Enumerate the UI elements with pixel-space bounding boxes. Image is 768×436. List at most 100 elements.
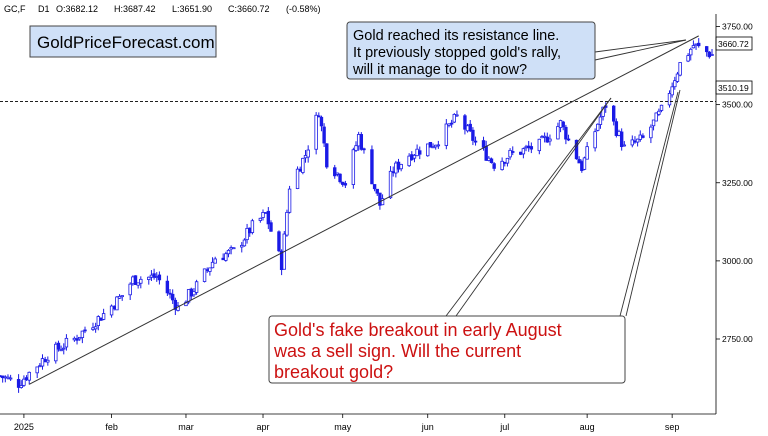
candle-body xyxy=(561,121,565,128)
candle-body xyxy=(325,143,329,168)
candle-body xyxy=(635,138,640,143)
header-symbol: GC,F xyxy=(4,4,26,14)
candle-body xyxy=(641,135,645,138)
axes: 2750.00 3000.00 3250.00 3500.00 3750.00 2025 f… xyxy=(0,14,753,432)
candle-body xyxy=(630,139,634,146)
breakout-annotation-line-3: breakout gold? xyxy=(274,362,393,382)
candle-body xyxy=(46,359,50,363)
candle-body xyxy=(16,379,21,388)
candle-body xyxy=(564,126,568,140)
trend-lines xyxy=(0,35,716,385)
candle-body xyxy=(226,249,231,255)
candle-body xyxy=(585,146,589,160)
candle-body xyxy=(27,371,31,381)
candle-body xyxy=(301,157,305,173)
candle-body xyxy=(378,192,382,206)
resistance-annotation-line-1: Gold reached its resistance line. xyxy=(353,28,559,44)
candle-body xyxy=(91,327,95,330)
candle-body xyxy=(678,62,682,76)
x-tick-label: may xyxy=(334,422,352,432)
candle-body xyxy=(449,122,454,125)
header-open: O:3682.12 xyxy=(56,4,98,14)
breakout-annotation-line-2: was a sell sign. Will the current xyxy=(273,341,521,361)
candle-body xyxy=(697,42,701,47)
candle-body xyxy=(221,257,225,261)
candle-body xyxy=(279,250,284,271)
candle-body xyxy=(659,104,664,111)
candle-body xyxy=(205,269,209,272)
candle-body xyxy=(580,161,584,171)
candle-body xyxy=(6,376,10,379)
candle-body xyxy=(447,123,451,126)
candle-body xyxy=(261,212,265,218)
candle-body xyxy=(242,239,247,247)
watermark-text: GoldPriceForecast.com xyxy=(37,33,215,52)
candle-body xyxy=(335,172,340,175)
candle-body xyxy=(375,188,379,194)
candle-body xyxy=(436,144,441,147)
candle-body xyxy=(388,170,393,199)
candle-body xyxy=(43,359,47,363)
candle-body xyxy=(574,139,579,160)
candle-body xyxy=(176,305,180,311)
candle-body xyxy=(694,43,698,46)
candle-body xyxy=(3,376,8,379)
candle-body xyxy=(481,140,486,148)
resistance-annotation-line-3: will it manage to do it now? xyxy=(352,62,527,78)
candle-body xyxy=(189,288,193,297)
candle-body xyxy=(155,276,159,278)
candle-body xyxy=(649,126,653,139)
candle-body xyxy=(359,134,364,150)
candle-body xyxy=(511,151,515,153)
candle-body xyxy=(351,149,356,185)
candle-body xyxy=(128,283,132,296)
candle-body xyxy=(391,171,395,174)
header-high: H:3687.42 xyxy=(114,4,156,14)
y-tick-label: 3750.00 xyxy=(722,22,753,32)
candle-body xyxy=(537,138,542,152)
candle-body xyxy=(314,114,318,150)
candle-body xyxy=(654,112,658,122)
candle-body xyxy=(170,293,175,301)
candle-body xyxy=(93,326,98,330)
candle-body xyxy=(96,316,100,327)
candle-body xyxy=(59,349,63,352)
header-close: C:3660.72 xyxy=(228,4,270,14)
candle-body xyxy=(19,385,23,388)
candle-body xyxy=(287,188,292,213)
candle-body xyxy=(465,125,470,132)
candle-body xyxy=(54,343,58,362)
candle-body xyxy=(617,130,621,136)
candle-body xyxy=(691,45,696,49)
candle-body xyxy=(157,274,162,281)
candle-body xyxy=(8,377,13,380)
candle-body xyxy=(426,143,430,157)
candle-body xyxy=(370,149,374,185)
candle-body xyxy=(556,126,560,140)
candle-body xyxy=(500,160,504,171)
candle-body xyxy=(471,129,475,141)
candle-body xyxy=(710,54,714,56)
candle-body xyxy=(545,136,549,143)
last-price-label: 3660.72 xyxy=(718,39,749,49)
candle-body xyxy=(317,115,321,118)
candle-body xyxy=(72,337,77,341)
callout-pointer xyxy=(445,97,612,317)
x-tick-label: mar xyxy=(178,422,194,432)
header-timeframe: D1 xyxy=(38,4,50,14)
candle-body xyxy=(473,140,478,143)
candle-body xyxy=(112,306,116,310)
candle-body xyxy=(362,148,366,151)
candle-body xyxy=(492,163,496,169)
x-tick-label: 2025 xyxy=(14,422,34,432)
candle-body xyxy=(131,276,135,285)
candle-body xyxy=(612,105,616,122)
callout-pointer xyxy=(625,89,681,317)
candle-body xyxy=(78,336,82,340)
candle-body xyxy=(468,123,472,132)
candle-body xyxy=(399,163,403,170)
candle-body xyxy=(410,154,414,160)
candle-body xyxy=(115,296,119,311)
candle-body xyxy=(22,378,26,386)
